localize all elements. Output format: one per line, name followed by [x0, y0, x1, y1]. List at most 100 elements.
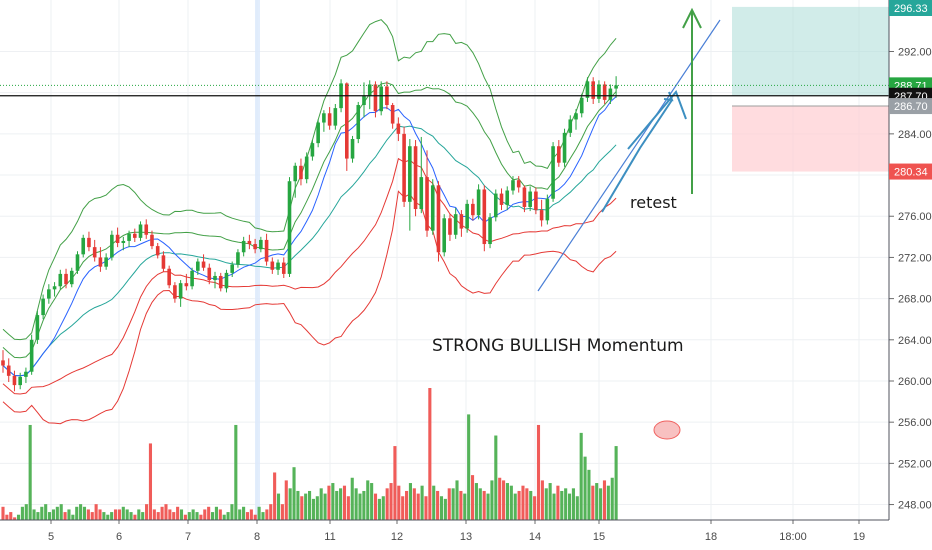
candle-body	[310, 143, 315, 157]
volume-bar	[587, 469, 591, 520]
volume-bar	[416, 493, 420, 520]
volume-bar	[424, 496, 428, 520]
volume-bar	[48, 512, 52, 520]
bullish-arrow-head	[682, 7, 702, 29]
candle-body	[87, 237, 91, 248]
volume-bar	[207, 506, 211, 520]
volume-bar	[544, 488, 548, 520]
candle-body	[1, 360, 5, 366]
upper-band-inner	[2, 82, 617, 359]
volume-bar	[509, 485, 513, 520]
candle-body	[18, 376, 22, 386]
volume-bar	[517, 490, 521, 520]
rebound-arrow	[627, 90, 687, 150]
candle-body	[350, 139, 355, 159]
volume-bar	[583, 456, 587, 520]
stop-price-label[interactable]: 280.34	[894, 167, 928, 179]
volume-bar	[571, 488, 575, 520]
volume-bar	[121, 506, 125, 520]
target-price-label[interactable]: 296.33	[894, 3, 928, 15]
volume-bar	[323, 493, 327, 520]
price-lines	[0, 84, 889, 97]
candle-body	[499, 193, 504, 205]
volume-bar	[284, 480, 288, 520]
stop-top-price-label[interactable]: 286.70	[894, 101, 928, 113]
grid	[0, 0, 889, 520]
volume-bar	[129, 512, 133, 520]
candle-body	[196, 261, 200, 271]
volume-bar	[393, 446, 397, 520]
candle-body	[29, 339, 34, 372]
volume-bar	[311, 498, 315, 520]
volume-bar	[533, 496, 537, 520]
target-price-label-box[interactable]	[889, 0, 932, 16]
volume-bar	[614, 446, 618, 520]
candle-body	[333, 108, 338, 126]
volume-bar	[117, 509, 121, 520]
candle-body	[591, 81, 595, 99]
volume-bar	[315, 496, 319, 520]
volume-bar	[304, 493, 308, 520]
candle-body	[247, 240, 252, 245]
volume-bar	[540, 480, 544, 520]
stop-top-price-label-box[interactable]	[889, 98, 932, 115]
x-tick-label: 5	[48, 531, 54, 543]
volume-bar	[397, 485, 401, 520]
stop-price-label-box[interactable]	[889, 163, 932, 180]
volume-bar	[346, 496, 350, 520]
volume-bar	[389, 483, 393, 520]
candle-body	[516, 180, 521, 188]
candle-body	[585, 81, 590, 98]
volume-bar	[362, 490, 366, 520]
volume-bar	[176, 506, 180, 520]
x-tick-label: 7	[185, 531, 191, 543]
volume-bar	[521, 485, 525, 520]
volume-bar	[238, 509, 242, 520]
y-tick-label: 256.00	[898, 417, 932, 429]
volume-bar	[478, 488, 482, 520]
volume-bar	[183, 514, 187, 520]
volume-bar	[55, 506, 59, 520]
retest-annotation[interactable]: retest	[630, 193, 677, 212]
candle-body	[488, 217, 492, 245]
volume-bar	[296, 490, 300, 520]
volume-bar	[591, 485, 595, 520]
candle-body	[167, 268, 171, 286]
candle-body	[24, 371, 28, 377]
x-tick-label: 11	[324, 531, 335, 543]
volume-bar	[75, 506, 79, 520]
volume-bar	[276, 493, 281, 520]
risk-reward-box[interactable]	[732, 6, 889, 172]
y-tick-label: 252.00	[898, 458, 932, 470]
volume-bar	[218, 509, 222, 520]
volume-bar	[350, 477, 354, 520]
volume-bar	[187, 512, 191, 520]
candle-body	[47, 289, 51, 299]
drawings[interactable]	[537, 7, 721, 440]
x-tick-label: 15	[593, 531, 605, 543]
volume-bar	[505, 483, 510, 520]
time-axis[interactable]: 5 6 7 8 11 12 13 14 15 18 18:00 19	[0, 519, 889, 543]
candles	[1, 76, 618, 392]
price-axis[interactable]: 248.00 252.00 256.00 260.00 264.00 268.00 272.…	[888, 0, 932, 520]
volume-bar	[168, 509, 172, 520]
candle-body	[241, 240, 246, 253]
candle-body	[568, 119, 573, 133]
candle-body	[482, 189, 487, 245]
candle-body	[614, 85, 618, 89]
candle-body	[539, 210, 544, 221]
candle-body	[362, 95, 366, 106]
candle-body	[104, 257, 108, 267]
candle-body	[436, 185, 441, 253]
candle-body	[579, 97, 584, 114]
candle-body	[207, 267, 212, 281]
volume-bar	[141, 512, 145, 520]
volume-bar	[595, 483, 599, 520]
volume-bar	[16, 514, 21, 520]
volume-bar	[428, 388, 432, 520]
strong-bullish-annotation[interactable]: STRONG BULLISH Momentum	[432, 336, 684, 356]
volume-bar	[373, 493, 378, 520]
volume-bar	[13, 517, 17, 520]
